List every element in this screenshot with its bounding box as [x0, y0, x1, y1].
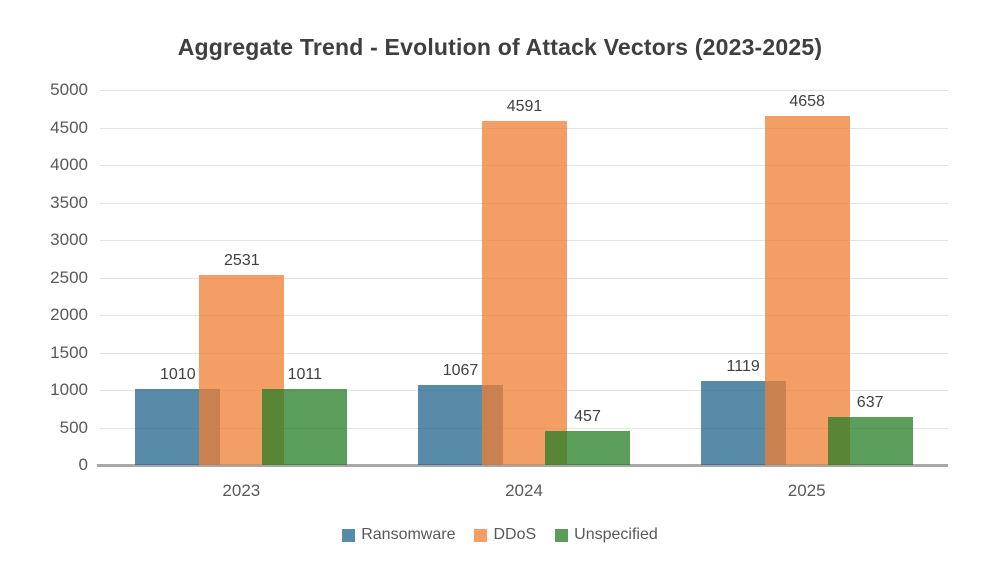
legend-label: DDoS: [493, 526, 537, 543]
x-axis-label: 2023: [222, 481, 261, 500]
legend-label: Unspecified: [574, 526, 658, 543]
legend-item-unspecified: Unspecified: [555, 526, 658, 544]
legend-swatch-icon: [474, 528, 488, 542]
y-axis-label: 1500: [50, 342, 88, 362]
legend-swatch-icon: [555, 528, 569, 542]
y-axis-label: 4000: [50, 155, 88, 174]
bar-value-label: 1011: [287, 366, 323, 383]
y-axis-label: 4500: [50, 117, 88, 137]
y-axis-label: 0: [78, 455, 88, 474]
bar-ddos-2025: [764, 116, 850, 465]
y-axis-label: 2000: [50, 305, 88, 324]
bar-value-label: 4658: [789, 93, 825, 110]
legend-swatch-icon: [342, 528, 356, 542]
x-axis-label: 2024: [505, 481, 543, 500]
bar-ddos-2024: [482, 121, 567, 465]
legend-item-ransomware: Ransomware: [342, 526, 455, 544]
y-axis-label: 3000: [50, 230, 88, 249]
bar-value-label: 2531: [224, 252, 260, 269]
bar-value-label: 1119: [726, 358, 760, 375]
legend-item-ddos: DDoS: [474, 526, 536, 544]
y-axis-label: 2500: [50, 267, 88, 287]
x-axis-label: 2025: [787, 481, 826, 500]
y-axis-label: 500: [59, 417, 88, 437]
bar-unspecified-2023: [262, 389, 348, 465]
bar-unspecified-2024: [545, 431, 630, 465]
bar-unspecified-2025: [827, 417, 913, 465]
plot-area: 1010 2531 1011 1067 4591 457 1119 4658 637: [97, 90, 948, 467]
grid-line: [100, 90, 948, 91]
bar-value-label: 637: [856, 394, 884, 411]
y-axis-label: 3500: [50, 192, 88, 212]
chart-legend: Ransomware DDoS Unspecified: [0, 526, 1000, 544]
y-axis-label: 1000: [50, 380, 88, 399]
bar-value-label: 4591: [506, 98, 543, 115]
chart-title: Aggregate Trend - Evolution of Attack Ve…: [177, 34, 823, 60]
y-axis-label: 5000: [50, 80, 88, 99]
bar-value-label: 457: [574, 408, 601, 425]
legend-label: Ransomware: [361, 526, 456, 543]
bar-value-label: 1010: [160, 366, 196, 383]
x-axis-line: [97, 464, 948, 467]
bar-value-label: 1067: [442, 362, 479, 379]
